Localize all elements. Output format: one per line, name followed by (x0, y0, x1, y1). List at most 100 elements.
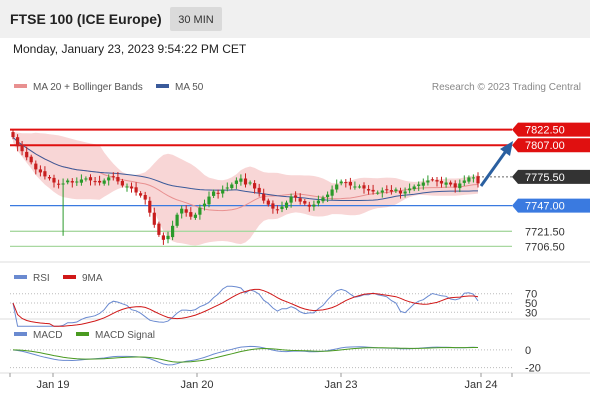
candle-body (57, 183, 61, 185)
candle-body (449, 182, 453, 185)
candle-body (444, 182, 448, 185)
level-label-resistance: 7807.00 (525, 140, 565, 152)
candle-body (93, 181, 97, 183)
header-bar (0, 0, 590, 38)
candle-body (303, 201, 307, 204)
timestamp: Monday, January 23, 2023 9:54:22 PM CET (13, 42, 247, 56)
candle-body (476, 176, 480, 184)
candle-body (412, 186, 416, 190)
candle-body (134, 187, 138, 193)
candle-body (120, 180, 124, 186)
macd-swatch (14, 332, 27, 336)
rsi-lines (12, 285, 479, 327)
candle-body (458, 183, 462, 189)
rsi-swatch (14, 275, 27, 279)
candle-body (321, 197, 325, 202)
forecast-arrow-head (500, 141, 513, 156)
candle-body (326, 194, 330, 197)
rsi-tick-label: 50 (525, 298, 537, 310)
level-tag-pivot (512, 169, 590, 184)
candle-body (75, 181, 79, 183)
candle-body (230, 184, 234, 189)
level-label-pivot: 7775.50 (525, 172, 565, 184)
candle-body (426, 180, 430, 183)
candle-body (439, 180, 444, 184)
interval-badge[interactable] (170, 7, 222, 31)
level-label-minor: 7721.50 (525, 226, 565, 238)
candle-body (29, 156, 33, 163)
candle-body (389, 190, 393, 192)
candle-body (52, 177, 56, 183)
macd-signal-swatch (76, 332, 89, 336)
candle-body (180, 208, 184, 214)
candle-body (421, 182, 425, 186)
candle-body (298, 198, 302, 202)
candle-body (353, 186, 357, 188)
legend-macd: MACD (33, 330, 62, 341)
candle-body (243, 178, 248, 185)
candle-body (166, 235, 170, 240)
candle-body (111, 176, 115, 178)
candle-body (61, 183, 65, 185)
candle-body (430, 179, 434, 181)
rsi-ma-line (12, 288, 479, 327)
candle-body (275, 209, 279, 211)
candlesticks (11, 130, 480, 245)
candle-body (88, 177, 93, 181)
candle-body (171, 225, 175, 238)
rsi-ma-swatch (63, 275, 76, 279)
candle-body (316, 200, 320, 204)
rsi-tick-label: 30 (525, 307, 537, 319)
candle-body (43, 171, 47, 177)
candle-body (16, 137, 20, 147)
candle-body (66, 180, 70, 183)
candle-body (184, 209, 188, 213)
candle-body (198, 207, 202, 215)
candle-body (202, 203, 207, 207)
candle-body (102, 180, 106, 184)
candle-body (453, 183, 457, 188)
candle-body (339, 181, 343, 184)
candle-body (38, 169, 42, 173)
candle-body (79, 179, 83, 183)
rsi-line (12, 285, 479, 327)
legend-ma50: MA 50 (175, 82, 204, 93)
legend-macd-signal: MACD Signal (95, 330, 155, 341)
candle-body (107, 177, 111, 181)
candle-body (462, 180, 466, 183)
bollinger-band (13, 132, 478, 246)
interval-label: 30 MIN (178, 14, 214, 26)
candle-body (467, 177, 471, 182)
candle-body (294, 195, 298, 198)
candle-body (348, 181, 352, 186)
candle-body (189, 212, 193, 217)
candle-body (234, 180, 238, 184)
candle-body (380, 190, 384, 193)
candle-body (385, 189, 389, 191)
candle-body (257, 187, 261, 193)
candle-body (84, 178, 88, 180)
candle-body (307, 204, 311, 207)
candle-body (20, 145, 24, 152)
candle-body (344, 182, 348, 184)
candle-body (161, 235, 165, 240)
forecast-arrow-shaft (479, 150, 508, 187)
legend-ma20: MA 20 + Bollinger Bands (33, 82, 143, 93)
x-tick-label: Jan 23 (324, 379, 357, 391)
candle-body (221, 189, 225, 194)
candle-body (335, 184, 339, 190)
price-levels (10, 128, 512, 248)
candle-body (357, 186, 362, 188)
x-tick-label: Jan 24 (464, 379, 497, 391)
bollinger-band-fill (13, 132, 478, 246)
candle-body (362, 185, 366, 189)
macd-tick-label: 0 (525, 345, 531, 357)
candle-body (225, 187, 229, 189)
candle-body (11, 132, 15, 138)
candle-body (266, 200, 270, 205)
chart-title: FTSE 100 (ICE Europe) (10, 11, 162, 27)
candle-body (47, 177, 52, 179)
candle-body (367, 189, 371, 191)
